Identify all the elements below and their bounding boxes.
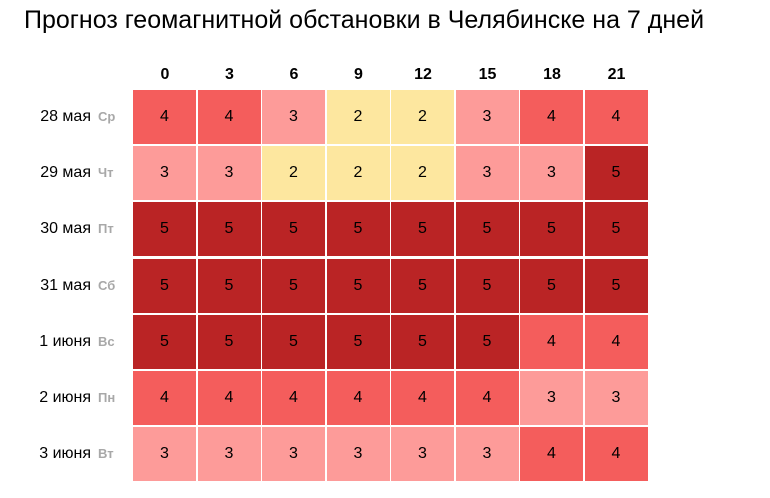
hour-header: 9 bbox=[354, 66, 363, 83]
weekday-text: Чт bbox=[98, 165, 114, 181]
heatmap-cell: 5 bbox=[133, 314, 196, 369]
date-text: 28 мая bbox=[40, 108, 91, 125]
heatmap-cell: 4 bbox=[520, 427, 583, 482]
heatmap-cell: 5 bbox=[326, 314, 390, 369]
heatmap-cell: 5 bbox=[197, 258, 261, 313]
heatmap-cell: 3 bbox=[520, 146, 583, 201]
heatmap-cell: 4 bbox=[326, 371, 390, 425]
date-label: 30 мая Пт bbox=[0, 220, 126, 238]
heatmap-cell: 5 bbox=[391, 314, 454, 369]
heatmap-cell: 5 bbox=[584, 146, 648, 201]
hour-header: 12 bbox=[414, 66, 432, 83]
heatmap-cell: 2 bbox=[391, 146, 454, 201]
heatmap-cell: 5 bbox=[584, 202, 648, 257]
weekday-text: Ср bbox=[98, 109, 116, 124]
heatmap-cell: 5 bbox=[133, 258, 196, 313]
heatmap-cell: 3 bbox=[455, 146, 519, 201]
heatmap-cell: 5 bbox=[262, 314, 325, 369]
heatmap-cell: 5 bbox=[326, 202, 390, 257]
heatmap-cell: 4 bbox=[520, 314, 583, 369]
date-label: 1 июня Вс bbox=[0, 333, 126, 351]
date-text: 1 июня bbox=[39, 332, 91, 350]
heatmap-cell: 4 bbox=[262, 371, 325, 425]
heatmap-cell: 3 bbox=[584, 371, 648, 425]
heatmap-cell: 5 bbox=[197, 202, 261, 257]
heatmap-cell: 5 bbox=[584, 258, 648, 313]
heatmap-cell: 3 bbox=[391, 427, 454, 482]
heatmap-cell: 3 bbox=[262, 427, 325, 482]
date-text: 29 мая bbox=[40, 164, 91, 182]
hour-header: 0 bbox=[160, 66, 170, 83]
heatmap-cell: 2 bbox=[326, 90, 390, 144]
weekday-text: Сб bbox=[98, 277, 116, 293]
date-label: 29 мая Чт bbox=[0, 164, 126, 182]
hour-header: 21 bbox=[607, 66, 626, 83]
date-text: 30 мая bbox=[40, 220, 91, 238]
heatmap-cell: 4 bbox=[197, 90, 261, 144]
heatmap-cell: 5 bbox=[391, 202, 454, 257]
heatmap-cell: 5 bbox=[520, 258, 583, 313]
heatmap-cell: 4 bbox=[133, 371, 196, 425]
heatmap-cell: 5 bbox=[326, 258, 390, 313]
heatmap-cell: 3 bbox=[262, 90, 325, 144]
heatmap-cell: 4 bbox=[584, 427, 648, 482]
heatmap-cell: 5 bbox=[262, 258, 325, 313]
heatmap-cell: 3 bbox=[197, 427, 261, 482]
heatmap-cell: 4 bbox=[584, 314, 648, 369]
heatmap-cell: 4 bbox=[133, 90, 196, 144]
heatmap-cell: 4 bbox=[391, 371, 454, 425]
heatmap-cell: 3 bbox=[326, 427, 390, 482]
heatmap-cell: 2 bbox=[326, 146, 390, 201]
heatmap-cell: 3 bbox=[455, 427, 519, 482]
heatmap-cell: 3 bbox=[197, 146, 261, 201]
heatmap-cell: 5 bbox=[262, 202, 325, 257]
heatmap-cell: 5 bbox=[455, 258, 519, 313]
heatmap-cell: 4 bbox=[455, 371, 519, 425]
hour-header: 6 bbox=[289, 66, 299, 83]
heatmap-cell: 4 bbox=[197, 371, 261, 425]
heatmap-cell: 4 bbox=[584, 90, 648, 144]
heatmap-cell: 3 bbox=[133, 427, 196, 482]
heatmap-cell: 5 bbox=[455, 314, 519, 369]
heatmap-cell: 2 bbox=[391, 90, 454, 144]
weekday-text: Пт bbox=[98, 221, 114, 237]
weekday-text: Пн bbox=[98, 390, 116, 405]
chart-title: Прогноз геомагнитной обстановки в Челяби… bbox=[24, 6, 705, 34]
heatmap-cell: 5 bbox=[391, 258, 454, 313]
date-text: 3 июня bbox=[39, 445, 91, 463]
weekday-text: Вс bbox=[98, 333, 115, 349]
hour-header: 15 bbox=[478, 66, 497, 83]
date-label: 3 июня Вт bbox=[0, 445, 126, 463]
heatmap-cell: 5 bbox=[520, 202, 583, 257]
heatmap-cell: 2 bbox=[262, 146, 325, 201]
date-label: 28 мая Ср bbox=[0, 108, 126, 126]
date-text: 31 мая bbox=[40, 276, 91, 294]
date-text: 2 июня bbox=[39, 389, 91, 406]
heatmap-cell: 3 bbox=[133, 146, 196, 201]
heatmap-cell: 3 bbox=[520, 371, 583, 425]
date-label: 2 июня Пн bbox=[0, 389, 126, 407]
heatmap-cell: 5 bbox=[133, 202, 196, 257]
date-label: 31 мая Сб bbox=[0, 277, 126, 295]
heatmap-cell: 3 bbox=[455, 90, 519, 144]
hour-header: 18 bbox=[543, 66, 561, 83]
weekday-text: Вт bbox=[98, 446, 114, 462]
hour-header: 3 bbox=[225, 66, 234, 83]
heatmap-cell: 5 bbox=[197, 314, 261, 369]
heatmap-cell: 5 bbox=[455, 202, 519, 257]
heatmap-cell: 4 bbox=[520, 90, 583, 144]
